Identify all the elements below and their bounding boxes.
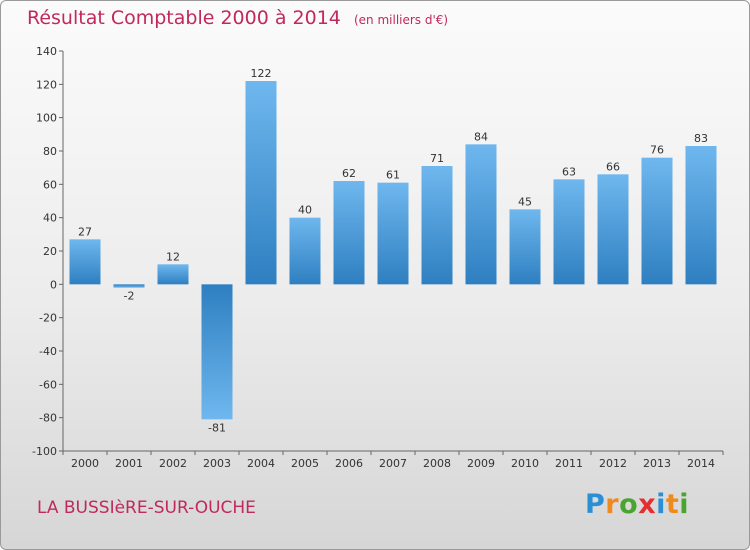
y-tick-label: 100 — [36, 112, 57, 125]
x-tick-label: 2001 — [115, 457, 143, 470]
bar-value-label: -81 — [208, 421, 226, 434]
bar-value-label: 63 — [562, 165, 576, 178]
x-tick-label: 2003 — [203, 457, 231, 470]
y-tick-label: 20 — [43, 245, 57, 258]
bar-value-label: 27 — [78, 225, 92, 238]
bar — [201, 284, 233, 420]
y-tick-label: -20 — [39, 312, 57, 325]
bar — [421, 166, 453, 285]
x-tick-label: 2000 — [71, 457, 99, 470]
bar-value-label: -2 — [124, 290, 135, 303]
logo-letter: o — [619, 489, 639, 520]
x-tick-label: 2008 — [423, 457, 451, 470]
y-tick-label: -60 — [39, 378, 57, 391]
bar-value-label: 83 — [694, 132, 708, 145]
bar — [641, 157, 673, 285]
bar-value-label: 84 — [474, 130, 488, 143]
bar — [685, 146, 717, 285]
x-tick-label: 2006 — [335, 457, 363, 470]
logo-letter: x — [638, 489, 657, 520]
bar — [553, 179, 585, 285]
bar — [113, 284, 145, 288]
x-tick-label: 2002 — [159, 457, 187, 470]
bar-value-label: 62 — [342, 167, 356, 180]
y-tick-label: -40 — [39, 345, 57, 358]
bar — [69, 239, 101, 285]
y-tick-label: 80 — [43, 145, 57, 158]
location-name: LA BUSSIèRE-SUR-OUCHE — [37, 498, 256, 518]
x-tick-label: 2004 — [247, 457, 275, 470]
bar — [377, 182, 409, 285]
bar-value-label: 40 — [298, 204, 312, 217]
logo-letter: i — [656, 489, 666, 520]
x-tick-label: 2010 — [511, 457, 539, 470]
bar — [509, 209, 541, 285]
bar-value-label: 61 — [386, 169, 400, 182]
y-tick-label: 120 — [36, 78, 57, 91]
bar — [333, 181, 365, 285]
logo-letter: i — [679, 489, 690, 520]
logo-letter: r — [605, 489, 620, 520]
proxiti-logo: Proxiti — [585, 489, 689, 520]
bar — [245, 81, 277, 285]
x-tick-label: 2013 — [643, 457, 671, 470]
bar-value-label: 12 — [166, 250, 180, 263]
chart-title: Résultat Comptable 2000 à 2014 (en milli… — [27, 7, 448, 29]
y-tick-label: 40 — [43, 212, 57, 225]
y-tick-label: -80 — [39, 412, 57, 425]
bar-value-label: 71 — [430, 152, 444, 165]
x-tick-label: 2014 — [687, 457, 715, 470]
x-tick-label: 2009 — [467, 457, 495, 470]
x-tick-label: 2012 — [599, 457, 627, 470]
bar — [597, 174, 629, 285]
y-tick-label: -100 — [32, 445, 57, 458]
bar — [465, 144, 497, 285]
bar-value-label: 45 — [518, 195, 532, 208]
bar-value-label: 76 — [650, 144, 664, 157]
bar-value-label: 66 — [606, 160, 620, 173]
bar — [157, 264, 189, 285]
title-main: Résultat Comptable 2000 à 2014 — [27, 7, 341, 29]
y-tick-label: 140 — [36, 45, 57, 58]
y-tick-label: 0 — [50, 278, 57, 291]
bar — [289, 217, 321, 285]
x-tick-label: 2005 — [291, 457, 319, 470]
logo-letter: P — [585, 489, 606, 520]
title-unit: (en milliers d'€) — [353, 13, 449, 27]
x-tick-label: 2011 — [555, 457, 583, 470]
bar-value-label: 122 — [251, 67, 272, 80]
y-tick-label: 60 — [43, 178, 57, 191]
logo-letter: t — [665, 489, 680, 520]
x-tick-label: 2007 — [379, 457, 407, 470]
